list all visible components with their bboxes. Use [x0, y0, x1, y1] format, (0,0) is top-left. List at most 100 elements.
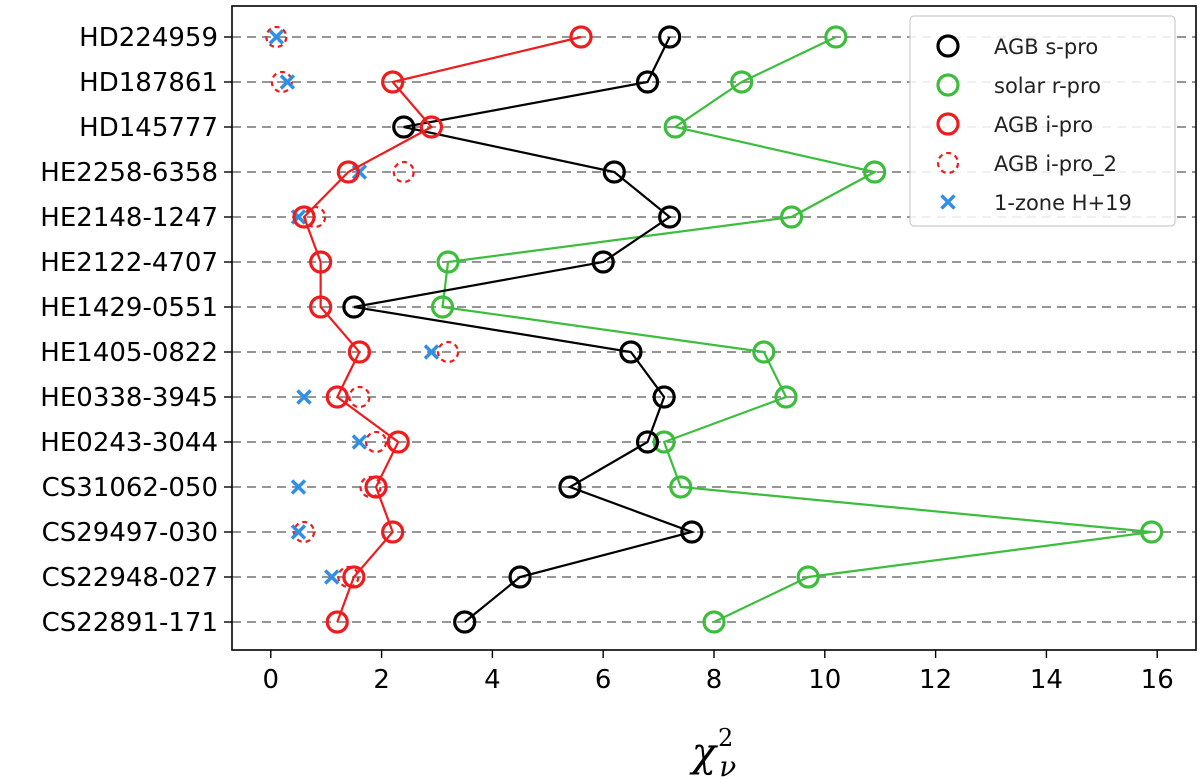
legend-item-solar-r-pro: solar r-pro: [936, 73, 1101, 98]
agb-i-pro-2-legend-marker: [936, 151, 960, 175]
agb-i-pro-point: [325, 610, 349, 634]
legend-item-agb-s-pro: AGB s-pro: [936, 34, 1098, 59]
x-tick-label: 12: [919, 665, 952, 695]
y-axis: HD224959 HD187861 HD145777 HE2258-6358 HE214…: [40, 23, 232, 638]
agb-i-pro-point: [381, 70, 405, 94]
solar-r-pro-point: [824, 25, 848, 49]
agb-i-pro-legend-marker: [936, 112, 960, 136]
agb-i-pro-point: [292, 205, 316, 229]
solar-r-pro-point: [702, 610, 726, 634]
agb-i-pro-2-point: [292, 520, 316, 544]
agb-i-pro-2-point: [348, 385, 371, 409]
x-tick-label: 10: [808, 665, 841, 695]
agb-s-pro-point: [558, 475, 582, 499]
legend-item-1-zone-h-19: 1-zone H+19: [940, 191, 1132, 215]
legend-item-agb-i-pro-2: AGB i-pro_2: [936, 151, 1117, 177]
agb-s-pro-point: [453, 610, 477, 634]
y-tick-label: HE1405-0822: [40, 338, 218, 368]
agb-i-pro-2-point: [392, 160, 415, 184]
solar-r-pro-point: [863, 160, 887, 184]
y-tick-label: HE2148-1247: [40, 203, 218, 233]
agb-i-pro-2-point: [270, 70, 293, 94]
y-tick-label: HD145777: [79, 113, 218, 143]
1-zone-h-19-point: [290, 524, 307, 540]
agb-i-pro-point: [347, 340, 372, 364]
x-tick-label: 16: [1141, 665, 1174, 695]
1-zone-h-19-point: [423, 344, 440, 360]
agb-i-pro-2-point: [436, 340, 460, 364]
solar-r-pro-point: [730, 70, 754, 94]
agb-i-pro-line: [302, 35, 582, 623]
agb-i-pro-2-point: [364, 430, 388, 454]
agb-i-pro-point: [386, 430, 410, 454]
1-zone-h-19-point: [279, 74, 296, 90]
y-tick-label: HE2122-4707: [40, 248, 218, 278]
y-tick-label: CS22891-171: [42, 608, 218, 638]
y-tick-label: HE2258-6358: [40, 158, 218, 188]
y-tick-label: CS22948-027: [42, 563, 218, 593]
solar-r-pro-point: [774, 385, 798, 409]
solar-r-pro-point: [796, 565, 820, 589]
agb-i-pro-point: [336, 160, 360, 184]
solar-r-pro-point: [779, 205, 804, 229]
1-zone-h-19-legend-marker: [940, 194, 956, 210]
y-tick-label: HE0243-3044: [40, 428, 218, 458]
solar-r-pro-point: [652, 430, 676, 454]
solar-r-pro-point: [752, 340, 776, 364]
y-tick-label: HD187861: [79, 68, 218, 98]
legend-label: solar r-pro: [994, 74, 1101, 98]
series-layer: [265, 25, 1164, 634]
solar-r-pro-point: [430, 295, 455, 319]
agb-s-pro-point: [635, 70, 660, 94]
agb-s-pro-legend-marker: [936, 34, 960, 58]
agb-i-pro-point: [325, 385, 349, 409]
solar-r-pro-legend-marker: [936, 73, 960, 97]
legend-box: [909, 15, 1176, 227]
solar-r-pro-point: [669, 475, 693, 499]
agb-s-pro-point: [508, 565, 532, 589]
legend-label: AGB s-pro: [994, 35, 1098, 59]
agb-s-pro-point: [602, 160, 626, 184]
x-tick-label: 6: [595, 665, 612, 695]
y-tick-label: CS29497-030: [42, 518, 218, 548]
agb-i-pro-point: [569, 25, 593, 49]
x-tick-label: 2: [373, 665, 390, 695]
agb-s-pro-point: [591, 250, 615, 274]
agb-i-pro-point: [342, 565, 366, 589]
agb-i-pro-point: [309, 250, 333, 274]
y-tick-label: HD224959: [79, 23, 218, 53]
agb-s-pro-point: [619, 340, 643, 364]
solar-r-pro-point: [1140, 520, 1164, 544]
agb-s-pro-point: [658, 205, 682, 229]
legend-label: AGB i-pro: [994, 113, 1093, 137]
solar-r-pro-line: [441, 36, 1152, 623]
x-tick-label: 0: [263, 665, 280, 695]
y-tick-label: CS31062-050: [42, 473, 218, 503]
series-solar-r-pro: [430, 25, 1164, 634]
x-axis: 0 2 4 6 8 10 12 14 16: [263, 650, 1174, 695]
agb-s-pro-point: [680, 520, 704, 544]
agb-s-pro-point: [652, 385, 676, 409]
x-tick-label: 4: [484, 665, 501, 695]
series-agb-i-pro: [292, 25, 593, 634]
agb-s-pro-point: [658, 25, 682, 49]
agb-i-pro-point: [381, 520, 405, 544]
solar-r-pro-point: [663, 115, 687, 139]
1-zone-h-19-point: [268, 29, 285, 45]
agb-s-pro-point: [635, 430, 660, 454]
y-tick-label: HE1429-0551: [40, 293, 218, 323]
agb-i-pro-point: [419, 115, 444, 139]
agb-i-pro-point: [364, 475, 388, 499]
agb-s-pro-point: [342, 295, 366, 319]
x-tick-label: 8: [706, 665, 723, 695]
y-tick-label: HE0338-3945: [40, 383, 218, 413]
agb-s-pro-line: [353, 36, 696, 623]
1-zone-h-19-point: [290, 479, 307, 495]
agb-i-pro-point: [309, 295, 333, 319]
legend: AGB s-pro solar r-pro AGB i-pro AGB i-pro_2…: [909, 15, 1176, 227]
legend-label: AGB i-pro_2: [994, 152, 1117, 177]
x-axis-title: χ2 ν: [689, 724, 737, 780]
agb-s-pro-point: [392, 115, 416, 139]
solar-r-pro-point: [436, 250, 460, 274]
